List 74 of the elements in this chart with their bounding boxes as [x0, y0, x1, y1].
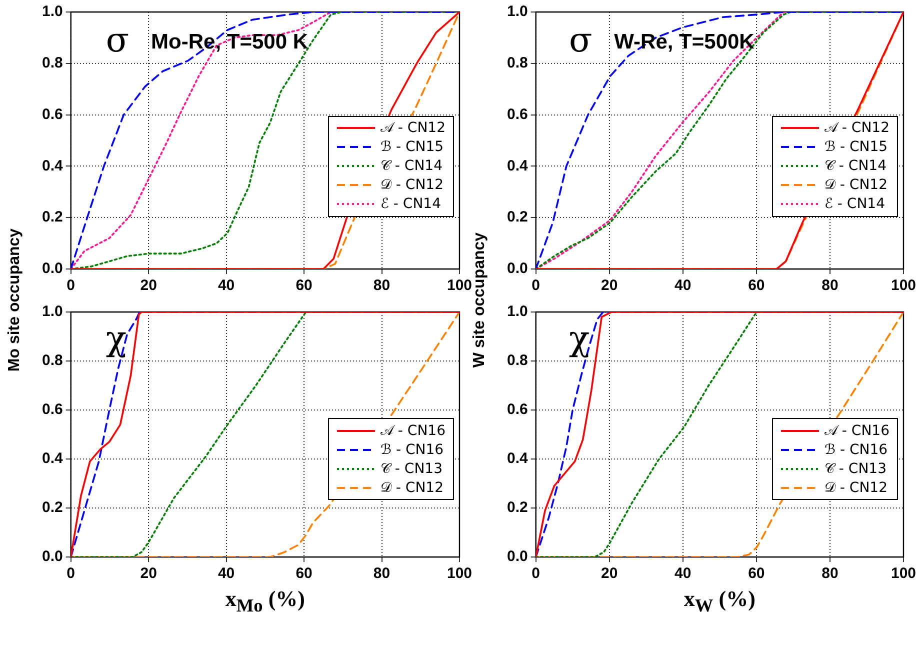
legend-label: 𝒞 - CN13: [824, 460, 886, 476]
legend-label: 𝒞 - CN14: [824, 158, 886, 174]
x-tick-label: 100: [446, 277, 472, 294]
y-tick-label: 0.4: [42, 157, 64, 174]
x-tick-label: 80: [373, 565, 390, 582]
x-tick-label: 20: [601, 277, 618, 294]
legend-label: 𝒟 - CN12: [824, 177, 888, 194]
y-tick-label: 0.6: [42, 401, 63, 418]
y-tick-label: 0.0: [42, 260, 63, 278]
x-tick-label: 20: [601, 565, 618, 582]
x-tick-label: 20: [140, 277, 157, 294]
x-axis-title: x$_{Mo}$ (%): [225, 586, 305, 616]
y-tick-label: 0.2: [506, 499, 528, 516]
y-tick-label: 0.6: [506, 401, 528, 418]
x-tick-label: 0: [66, 277, 76, 294]
annotation: σ: [568, 20, 592, 61]
y-tick-label: 0.2: [42, 499, 63, 516]
x-tick-label: 60: [296, 565, 312, 582]
legend-label: ℰ - CN14: [824, 196, 885, 212]
legend-label: ℬ - CN15: [380, 139, 444, 156]
y-tick-label: 0.4: [42, 450, 64, 468]
legend-label: 𝒞 - CN14: [380, 158, 442, 174]
x-tick-label: 0: [532, 565, 540, 582]
legend-label: 𝒟 - CN12: [380, 177, 444, 194]
legend-label: 𝒜 - CN16: [380, 422, 446, 438]
x-tick-label: 40: [674, 277, 692, 294]
legend-label: 𝒜 - CN12: [380, 120, 446, 136]
x-tick-label: 100: [890, 277, 916, 294]
legend-label: ℬ - CN16: [380, 442, 444, 458]
y-tick-label: 0.4: [506, 450, 528, 468]
annotation: χ: [106, 319, 126, 360]
annotation: σ: [106, 20, 130, 61]
y-tick-label: 0.6: [42, 106, 63, 123]
y-tick-label: 0.2: [506, 208, 528, 226]
legend-label: 𝒜 - CN16: [824, 422, 890, 438]
legend-label: ℰ - CN14: [380, 196, 441, 212]
legend-label: 𝒟 - CN12: [824, 480, 888, 496]
annotation: χ: [568, 319, 590, 360]
y-tick-label: 0.8: [506, 352, 528, 370]
y-tick-label: 0.8: [42, 54, 63, 72]
x-tick-label: 20: [140, 565, 157, 582]
y-tick-label: 0.0: [42, 548, 63, 566]
y-axis-title: W site occupancy: [471, 232, 489, 368]
x-axis-title: x$_{W}$ (%): [684, 586, 756, 616]
x-tick-label: 40: [674, 565, 692, 582]
x-tick-label: 80: [822, 565, 838, 582]
x-tick-label: 60: [748, 565, 765, 582]
y-tick-label: 0.0: [506, 548, 528, 566]
y-tick-label: 1.0: [506, 303, 528, 320]
x-tick-label: 100: [890, 565, 916, 582]
y-tick-label: 0.2: [42, 208, 63, 226]
y-tick-label: 0.4: [506, 157, 528, 174]
legend-label: ℬ - CN16: [824, 442, 888, 458]
x-tick-label: 80: [822, 277, 838, 294]
y-tick-label: 1.0: [42, 3, 63, 20]
x-tick-label: 100: [446, 565, 472, 582]
y-axis-title: Mo site occupancy: [6, 228, 24, 372]
y-tick-label: 0.8: [42, 352, 63, 370]
x-tick-label: 80: [373, 277, 390, 294]
x-tick-label: 0: [532, 277, 540, 294]
legend-label: 𝒜 - CN12: [824, 120, 890, 136]
legend-label: ℬ - CN15: [824, 139, 888, 156]
x-tick-label: 40: [218, 565, 235, 582]
x-tick-label: 40: [218, 277, 235, 294]
x-tick-label: 0: [66, 565, 76, 582]
y-tick-label: 0.8: [506, 54, 528, 72]
y-tick-label: 0.0: [506, 260, 528, 278]
legend-label: 𝒟 - CN12: [380, 480, 444, 496]
legend-label: 𝒞 - CN13: [380, 460, 442, 476]
y-tick-label: 1.0: [506, 3, 528, 20]
y-tick-label: 1.0: [42, 303, 63, 320]
y-tick-label: 0.6: [506, 106, 528, 123]
x-tick-label: 60: [748, 277, 765, 294]
x-tick-label: 60: [296, 277, 312, 294]
